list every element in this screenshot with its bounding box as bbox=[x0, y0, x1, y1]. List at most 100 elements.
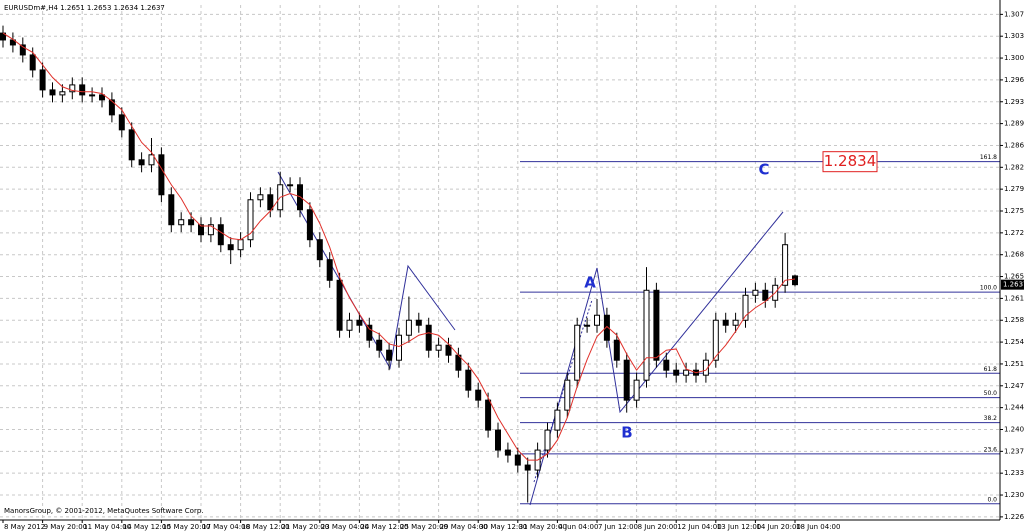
y-tick-label: 1.2790 bbox=[1004, 185, 1024, 193]
candle-body bbox=[178, 219, 185, 226]
y-tick-label: 1.3070 bbox=[1004, 10, 1024, 18]
last-price-label: 1.2637 bbox=[1003, 281, 1024, 289]
candle-body bbox=[346, 319, 353, 331]
candle-body bbox=[148, 154, 155, 166]
candle-body bbox=[227, 244, 234, 251]
x-tick-label: 18 May 12:00 bbox=[242, 523, 290, 531]
fib-level-label: 61.8 bbox=[984, 366, 998, 373]
target-price-label: 1.2834 bbox=[824, 152, 877, 170]
fibonacci-levels: 161.8 100.0 61.8 50.0 38.2 23.6 0.0 bbox=[520, 154, 1000, 505]
candle-body bbox=[495, 429, 501, 451]
candle-body bbox=[603, 314, 610, 341]
y-tick-label: 1.2545 bbox=[1004, 338, 1024, 346]
candle-body bbox=[366, 324, 373, 341]
y-tick-label: 1.2440 bbox=[1004, 404, 1024, 412]
candle-body bbox=[356, 319, 363, 326]
y-tick-label: 1.2405 bbox=[1004, 425, 1024, 433]
candle-body bbox=[89, 94, 96, 97]
y-tick-label: 1.2965 bbox=[1004, 76, 1024, 84]
candle-body bbox=[405, 319, 412, 336]
candle-body bbox=[267, 194, 274, 211]
candle-body bbox=[29, 54, 36, 71]
candle-body bbox=[673, 369, 680, 376]
x-tick-label: 14 May 12:00 bbox=[123, 523, 171, 531]
wave-label: B bbox=[621, 424, 632, 442]
y-tick-label: 1.2755 bbox=[1004, 207, 1024, 215]
candle-body bbox=[396, 334, 402, 361]
candle-body bbox=[306, 209, 313, 241]
last-price-marker bbox=[1001, 279, 1024, 290]
candle-body bbox=[316, 239, 323, 261]
candle-body bbox=[198, 224, 204, 236]
x-tick-label: 17 May 04:00 bbox=[202, 523, 250, 531]
x-tick-label: 29 May 04:00 bbox=[440, 523, 488, 531]
candle-body bbox=[554, 409, 561, 431]
y-tick-label: 1.2895 bbox=[1004, 120, 1024, 128]
candle-body bbox=[59, 91, 66, 96]
candle-body bbox=[257, 194, 264, 201]
annotations: A B C 1.2834 1.2637 bbox=[584, 151, 1024, 442]
y-tick-label: 1.2685 bbox=[1004, 251, 1024, 259]
x-tick-label: 9 May 20:00 bbox=[44, 523, 88, 531]
candle-body bbox=[445, 344, 452, 356]
candle-body bbox=[623, 359, 630, 401]
candle-body bbox=[504, 449, 511, 456]
y-tick-label: 1.2510 bbox=[1004, 360, 1024, 368]
x-tick-label: 21 May 20:00 bbox=[281, 523, 329, 531]
candle-body bbox=[425, 324, 432, 351]
y-tick-label: 1.2335 bbox=[1004, 469, 1024, 477]
candle-body bbox=[663, 359, 670, 371]
y-tick-label: 1.3035 bbox=[1004, 32, 1024, 40]
x-tick-label: 31 May 20:00 bbox=[519, 523, 567, 531]
x-tick-label: 7 Jun 12:00 bbox=[598, 523, 638, 531]
x-tick-label: 13 Jun 12:00 bbox=[717, 523, 761, 531]
candle-body bbox=[138, 159, 145, 166]
candle-body bbox=[613, 339, 620, 361]
candle-body bbox=[732, 319, 739, 326]
candle-body bbox=[118, 114, 125, 131]
wave-label: A bbox=[584, 274, 596, 292]
candle-body bbox=[514, 454, 521, 466]
chart-title: EURUSDm#,H4 1.2651 1.2653 1.2634 1.2637 bbox=[4, 4, 165, 12]
x-tick-label: 8 May 2012 bbox=[4, 523, 45, 531]
candles bbox=[0, 25, 798, 503]
candle-body bbox=[158, 154, 165, 196]
candle-body bbox=[712, 319, 719, 361]
y-tick-label: 1.2475 bbox=[1004, 382, 1024, 390]
y-tick-label: 1.2825 bbox=[1004, 163, 1024, 171]
x-tick-label: 24 May 12:00 bbox=[360, 523, 408, 531]
candle-body bbox=[722, 319, 729, 326]
x-tick-label: 18 Jun 04:00 bbox=[796, 523, 840, 531]
fib-level-label: 0.0 bbox=[987, 496, 997, 503]
x-tick-label: 8 Jun 20:00 bbox=[638, 523, 678, 531]
candle-body bbox=[188, 219, 195, 226]
candle-body bbox=[653, 289, 660, 361]
candle-body bbox=[524, 464, 531, 471]
moving-average-line bbox=[2, 32, 796, 461]
x-tick-label: 25 May 20:00 bbox=[400, 523, 448, 531]
candle-body bbox=[762, 289, 769, 301]
candle-body bbox=[39, 69, 46, 91]
fib-level-label: 50.0 bbox=[984, 390, 998, 397]
candle-body bbox=[633, 379, 640, 401]
candle-body bbox=[544, 429, 551, 451]
fib-level-label: 23.6 bbox=[984, 446, 998, 453]
footer: ManorsGroup, © 2001-2012, MetaQuotes Sof… bbox=[4, 507, 204, 515]
candle-body bbox=[247, 199, 254, 241]
x-tick-label: 23 May 04:00 bbox=[321, 523, 369, 531]
candle-body bbox=[376, 339, 383, 351]
candle-body bbox=[702, 359, 709, 376]
x-tick-label: 14 Jun 20:00 bbox=[756, 523, 800, 531]
candle-body bbox=[237, 239, 244, 251]
x-tick-label: 4 Jun 04:00 bbox=[558, 523, 598, 531]
y-tick-label: 1.2300 bbox=[1004, 491, 1024, 499]
x-tick-label: 30 May 12:00 bbox=[479, 523, 527, 531]
candle-body bbox=[168, 194, 175, 226]
candle-body bbox=[752, 289, 759, 296]
y-tick-label: 1.2650 bbox=[1004, 273, 1024, 281]
moving-average bbox=[2, 32, 796, 461]
candle-body bbox=[465, 369, 472, 391]
x-tick-label: 15 May 20:00 bbox=[162, 523, 210, 531]
candle-body bbox=[742, 294, 749, 321]
